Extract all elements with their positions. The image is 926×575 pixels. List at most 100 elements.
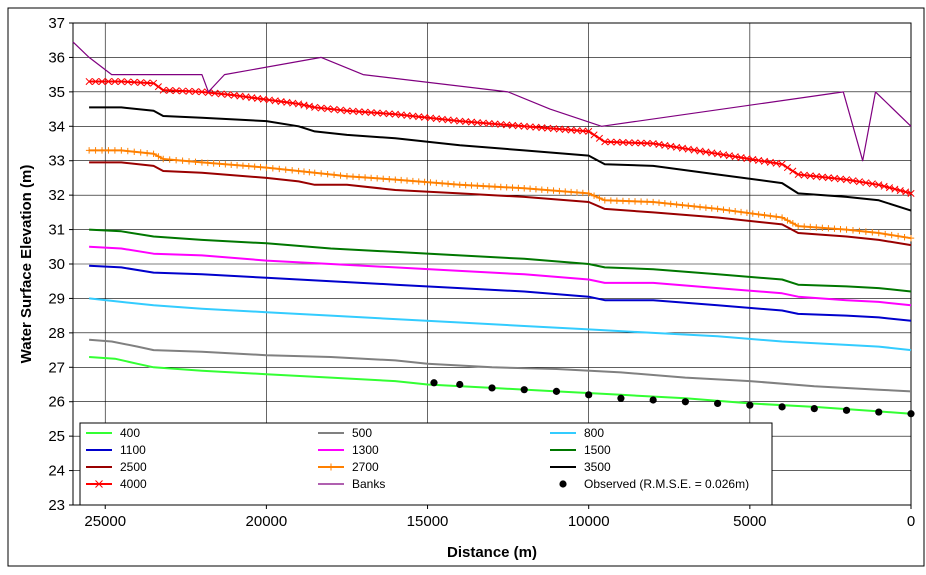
marker-cross <box>526 123 534 131</box>
y-tick-label: 34 <box>48 118 65 135</box>
series-line <box>89 161 912 247</box>
y-tick-label: 29 <box>48 290 65 307</box>
marker-cross <box>355 108 363 116</box>
marker-cross <box>842 176 851 184</box>
marker-cross <box>373 109 381 117</box>
series-layer <box>72 41 915 418</box>
marker-cross <box>271 97 279 105</box>
marker-cross <box>159 86 167 94</box>
marker-cross <box>254 94 262 102</box>
series-3500 <box>89 106 912 212</box>
marker-cross <box>111 77 119 86</box>
series-1100 <box>89 264 912 322</box>
marker-plus <box>726 207 733 214</box>
marker-plus <box>907 234 915 242</box>
marker-cross <box>643 139 651 147</box>
legend-item-observed-r-m-s-e-0-026m: Observed (R.M.S.E. = 0.026m) <box>559 477 749 491</box>
marker-plus <box>155 153 162 160</box>
marker-plus <box>343 173 351 180</box>
marker-cross <box>143 79 151 87</box>
marker-plus <box>118 147 125 154</box>
legend-label: 1100 <box>120 443 146 457</box>
marker-plus <box>337 172 344 179</box>
marker-cross <box>755 156 763 164</box>
marker-cross <box>849 177 857 185</box>
legend-box <box>79 422 773 506</box>
marker-plus <box>685 202 692 209</box>
marker-cross <box>824 174 832 182</box>
marker-plus <box>349 173 357 180</box>
marker-dot <box>520 386 528 394</box>
marker-cross <box>336 106 345 114</box>
marker-plus <box>131 148 138 155</box>
marker-plus <box>613 197 621 204</box>
marker-cross <box>708 149 716 157</box>
marker-plus <box>556 187 563 195</box>
marker-plus <box>819 224 826 232</box>
marker-cross <box>743 154 751 163</box>
marker-plus <box>373 175 381 182</box>
marker-dot <box>430 379 438 387</box>
marker-plus <box>521 185 528 192</box>
marker-cross <box>885 184 894 192</box>
marker-dot <box>746 401 754 409</box>
legend-item-2500: 2500 <box>86 460 147 474</box>
legend-item-2700: 2700 <box>318 460 379 474</box>
marker-cross <box>456 117 464 125</box>
marker-plus <box>901 233 908 241</box>
marker-plus <box>649 198 657 206</box>
marker-plus <box>327 463 335 471</box>
marker-cross <box>549 125 558 133</box>
marker-plus <box>825 225 832 232</box>
marker-plus <box>386 176 393 183</box>
marker-dot <box>810 405 818 413</box>
marker-plus <box>380 175 387 182</box>
marker-cross <box>520 122 528 130</box>
marker-cross <box>737 154 745 162</box>
y-tick-label: 30 <box>48 256 65 273</box>
marker-cross <box>391 110 399 118</box>
marker-plus <box>403 177 411 184</box>
marker-plus <box>251 163 258 170</box>
marker-plus <box>538 186 546 193</box>
marker-cross <box>544 124 552 132</box>
marker-plus <box>497 183 504 191</box>
marker-cross <box>426 114 435 122</box>
marker-cross <box>259 95 268 103</box>
marker-plus <box>761 211 768 219</box>
marker-plus <box>673 201 680 208</box>
marker-cross <box>902 188 910 196</box>
marker-cross <box>217 90 225 98</box>
marker-cross <box>444 116 452 124</box>
marker-cross <box>661 141 669 149</box>
marker-cross <box>766 158 774 166</box>
marker-cross <box>579 127 587 135</box>
marker-plus <box>714 205 721 213</box>
marker-plus <box>92 147 99 154</box>
marker-cross <box>503 121 511 129</box>
marker-cross <box>421 113 429 121</box>
marker-dot <box>488 384 496 392</box>
marker-cross <box>409 112 417 120</box>
marker-plus <box>888 231 895 239</box>
marker-cross <box>166 86 174 94</box>
marker-plus <box>468 182 475 189</box>
marker-cross <box>473 118 481 127</box>
marker-plus <box>409 177 417 185</box>
marker-plus <box>767 212 774 220</box>
marker-plus <box>696 203 704 211</box>
marker-plus <box>85 147 93 154</box>
marker-plus <box>361 174 369 181</box>
marker-plus <box>869 229 876 236</box>
marker-cross <box>450 116 458 125</box>
marker-plus <box>526 185 534 192</box>
y-tick-label: 27 <box>48 359 65 376</box>
marker-cross <box>731 153 739 161</box>
marker-dot <box>559 480 567 488</box>
marker-cross <box>749 155 757 164</box>
marker-cross <box>508 121 517 129</box>
legend-label: 2500 <box>120 460 147 474</box>
series-line <box>89 338 912 393</box>
marker-plus <box>427 179 434 186</box>
